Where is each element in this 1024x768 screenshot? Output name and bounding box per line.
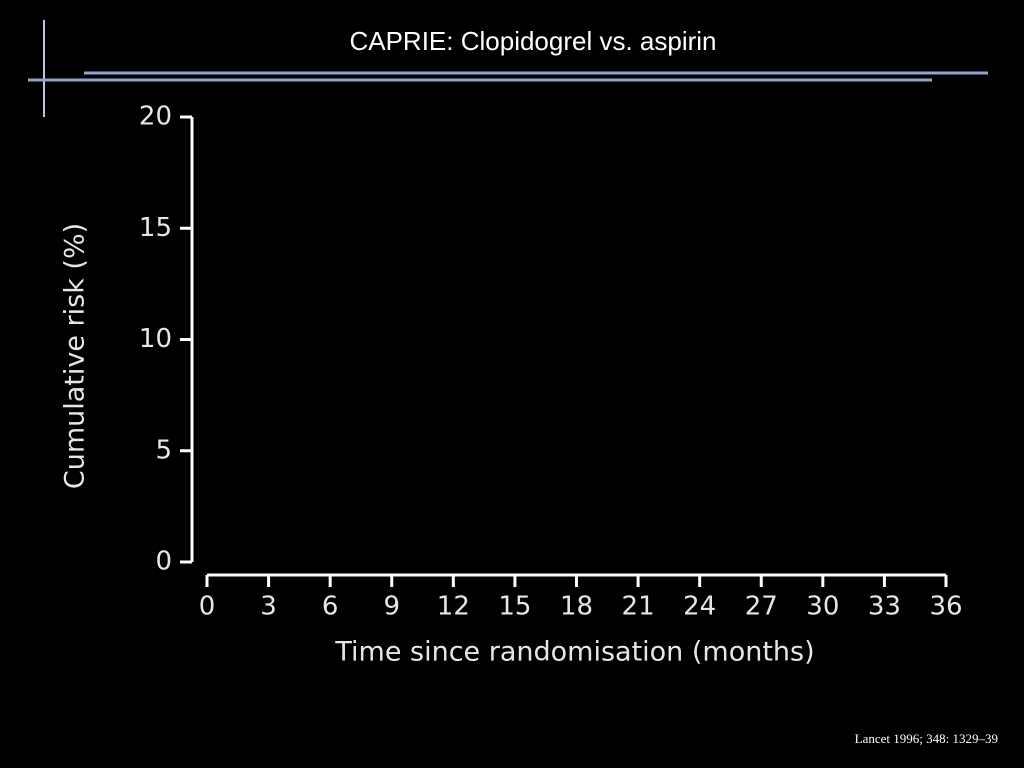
source: Lancet 1996; 348: 1329–39: [855, 731, 998, 746]
x-tick-label: 18: [560, 592, 593, 622]
y-tick-label: 5: [155, 435, 172, 465]
y-tick-label: 10: [139, 324, 172, 354]
x-tick-label: 30: [806, 592, 839, 622]
x-tick-label: 33: [868, 592, 901, 622]
y-tick-label: 0: [155, 547, 172, 577]
x-axis-label: Time since randomisation (months): [334, 637, 814, 668]
chart-title: CAPRIE: Clopidogrel vs. aspirin: [349, 26, 716, 56]
y-tick-label: 20: [139, 102, 172, 132]
x-tick-label: 21: [622, 592, 655, 622]
x-tick-label: 12: [437, 592, 470, 622]
x-tick-label: 36: [929, 592, 962, 622]
x-tick-label: 24: [683, 592, 716, 622]
x-tick-label: 27: [745, 592, 778, 622]
x-tick-label: 9: [383, 592, 400, 622]
x-tick-label: 15: [498, 592, 531, 622]
x-tick-label: 3: [260, 592, 277, 622]
x-tick-label: 0: [199, 592, 216, 622]
y-axis-label: Cumulative risk (%): [60, 223, 91, 489]
x-tick-label: 6: [322, 592, 339, 622]
y-tick-label: 15: [139, 213, 172, 243]
